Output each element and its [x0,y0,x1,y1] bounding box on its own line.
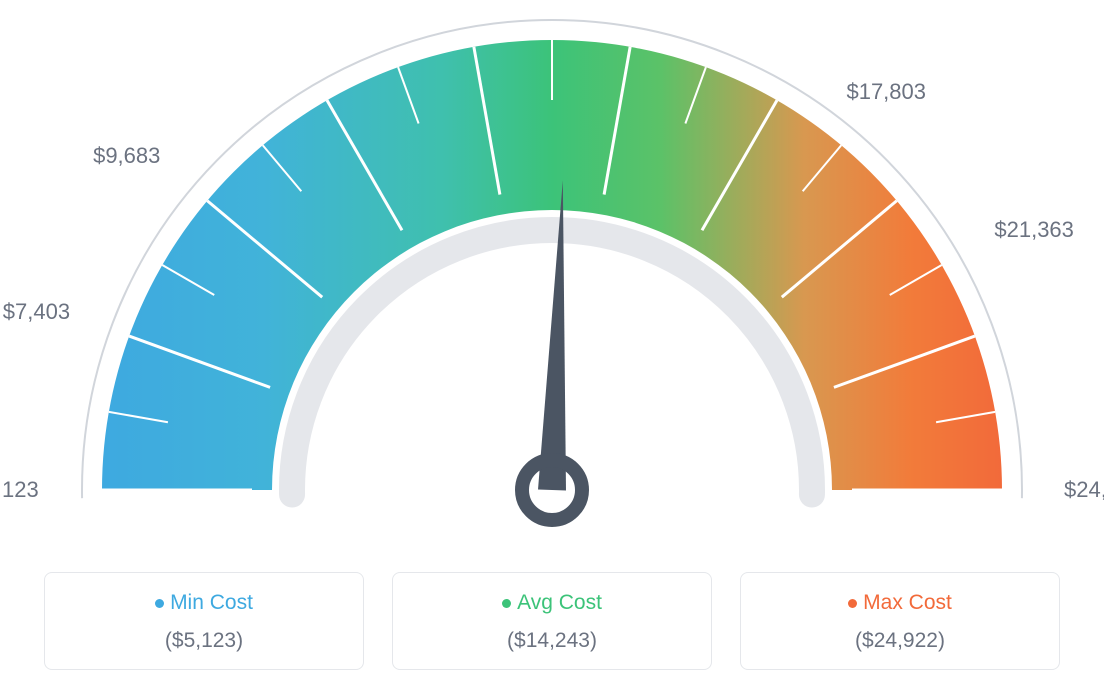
gauge-scale-label: $21,363 [994,217,1074,243]
gauge-scale-label: $24,922 [1064,477,1104,503]
legend-value-max: ($24,922) [751,629,1049,653]
gauge-scale-label: $9,683 [93,143,160,169]
gauge-scale-label: $17,803 [846,79,926,105]
legend-title-text: Avg Cost [517,591,602,615]
legend-card-max: Max Cost ($24,922) [740,572,1060,670]
legend-value-min: ($5,123) [55,629,353,653]
dot-icon [848,599,857,608]
legend-card-avg: Avg Cost ($14,243) [392,572,712,670]
gauge-scale-label: $5,123 [0,477,39,503]
legend-value-avg: ($14,243) [403,629,701,653]
legend-title-text: Min Cost [170,591,253,615]
gauge-container: $5,123$7,403$9,683$14,243$17,803$21,363$… [0,0,1104,540]
dot-icon [502,599,511,608]
dot-icon [155,599,164,608]
legend-card-min: Min Cost ($5,123) [44,572,364,670]
legend-title-max: Max Cost [751,591,1049,615]
legend-title-text: Max Cost [863,591,952,615]
legend-title-min: Min Cost [55,591,353,615]
gauge-scale-label: $7,403 [3,299,70,325]
legend-row: Min Cost ($5,123) Avg Cost ($14,243) Max… [0,572,1104,670]
legend-title-avg: Avg Cost [403,591,701,615]
gauge-svg [0,0,1104,540]
